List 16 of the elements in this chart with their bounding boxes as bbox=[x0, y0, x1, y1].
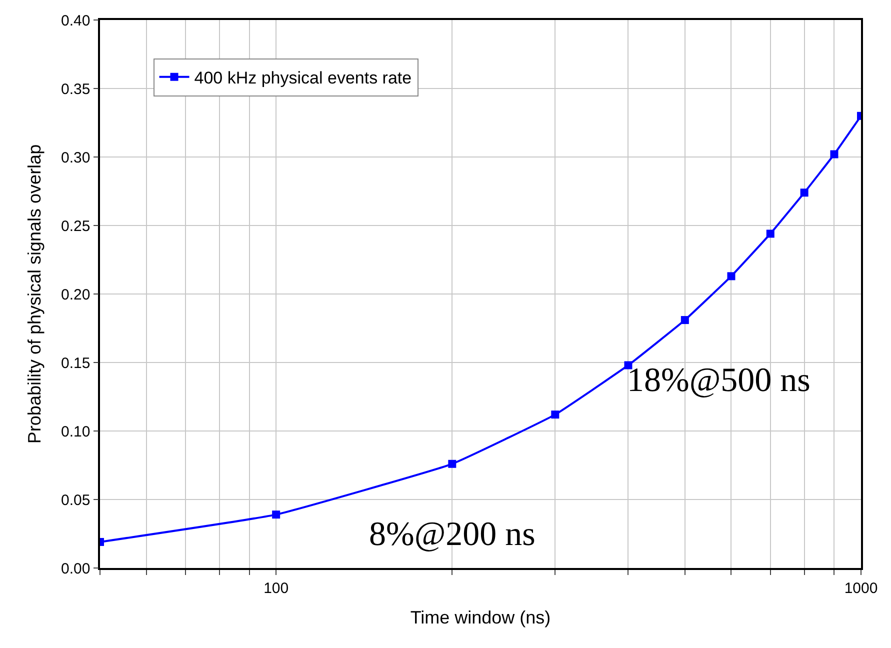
legend-label: 400 kHz physical events rate bbox=[194, 68, 412, 88]
y-tick-label: 0.05 bbox=[61, 492, 90, 509]
y-tick-label: 0.15 bbox=[61, 354, 90, 372]
y-tick-label: 0.30 bbox=[61, 149, 90, 166]
y-tick-label: 0.20 bbox=[61, 286, 90, 304]
x-axis-title: Time window (ns) bbox=[410, 607, 551, 628]
y-tick-label: 0.10 bbox=[61, 423, 90, 440]
annotation: 18%@500 ns bbox=[627, 362, 810, 399]
y-tick-label: 0.35 bbox=[61, 80, 90, 98]
x-tick-label: 100 bbox=[264, 580, 289, 597]
y-tick-label: 0.00 bbox=[61, 560, 90, 578]
x-tick-label: 1000 bbox=[844, 580, 878, 597]
y-axis-title: Probability of physical signals overlap bbox=[24, 144, 45, 444]
y-tick-label: 0.40 bbox=[61, 12, 90, 30]
annotation: 8%@200 ns bbox=[369, 516, 536, 553]
y-tick-label: 0.25 bbox=[61, 218, 90, 235]
